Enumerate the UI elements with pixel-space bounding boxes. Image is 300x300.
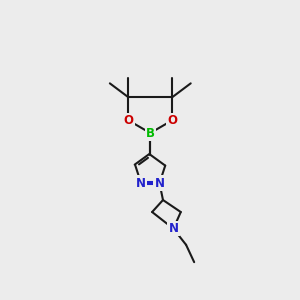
- Text: O: O: [167, 114, 177, 127]
- Text: N: N: [154, 177, 164, 190]
- Text: N: N: [136, 177, 146, 190]
- Text: N: N: [168, 222, 178, 235]
- Text: O: O: [123, 114, 133, 127]
- Text: B: B: [146, 127, 155, 140]
